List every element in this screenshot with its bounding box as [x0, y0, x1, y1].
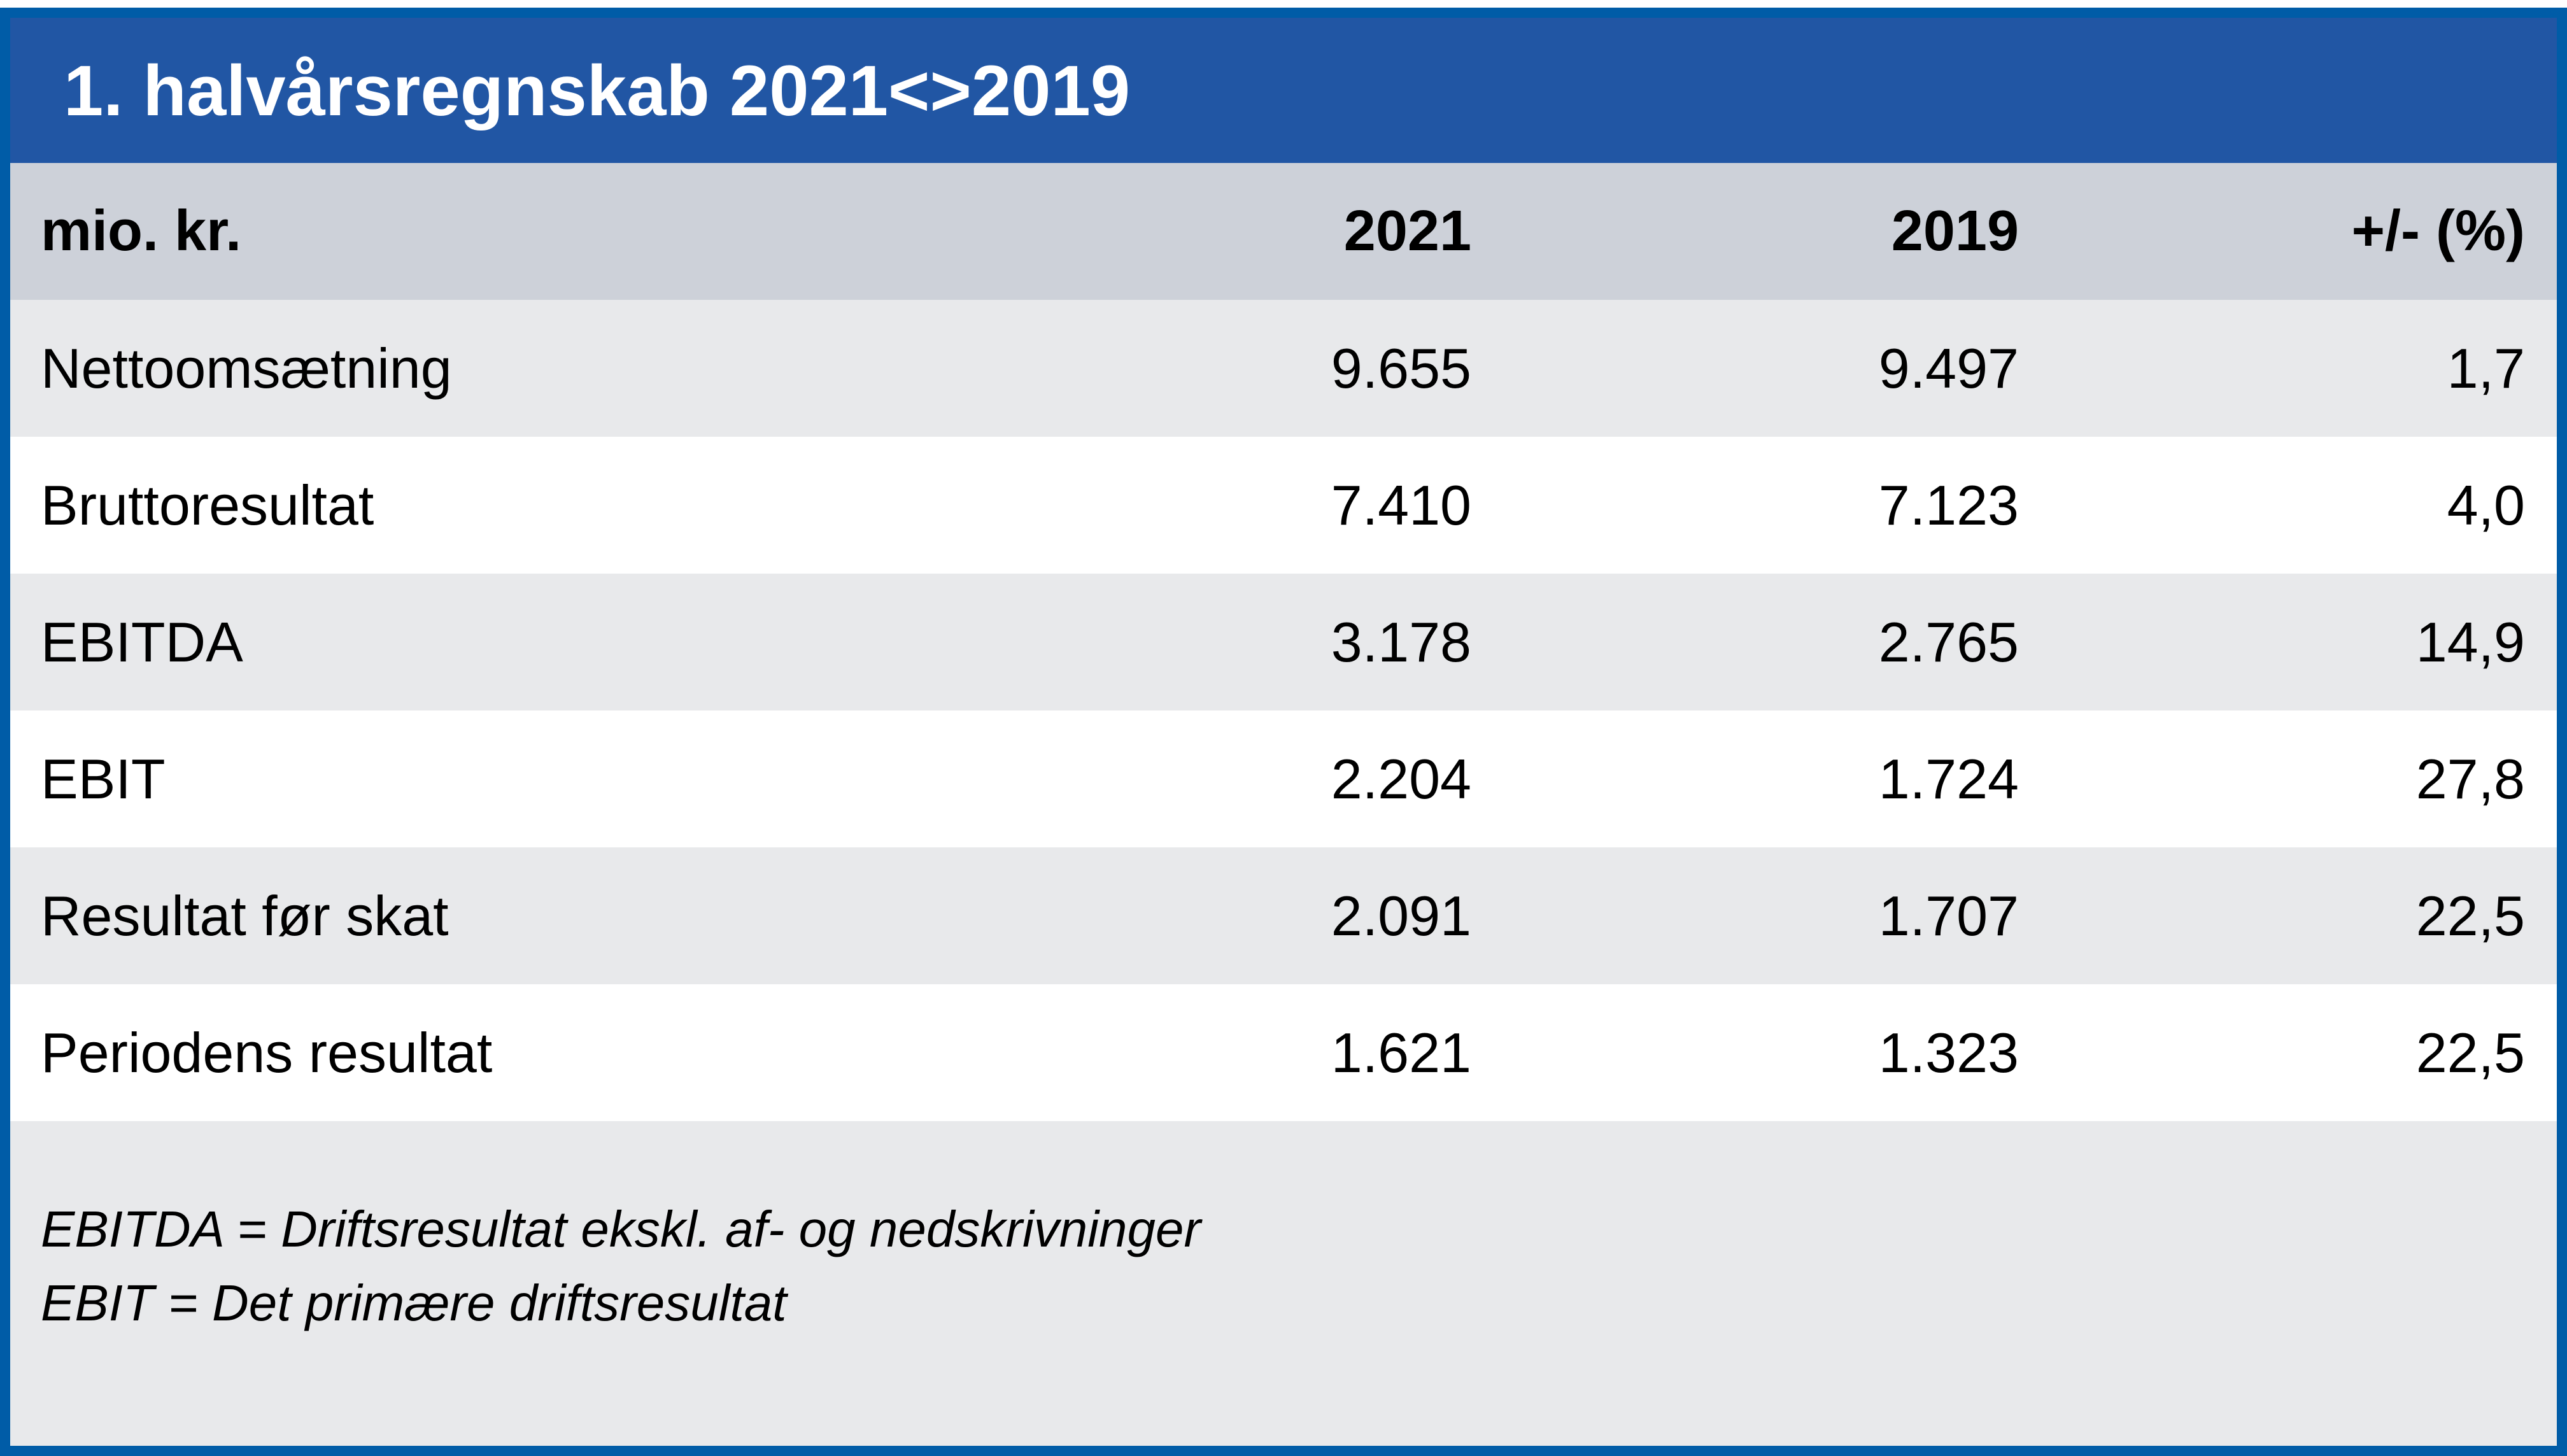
value-change-pct: 4,0: [2447, 473, 2525, 537]
row-label: Resultat før skat: [41, 884, 449, 947]
column-header-change-pct: +/- (%): [2351, 199, 2525, 263]
row-label: Periodens resultat: [41, 1021, 493, 1084]
table-row: EBIT 2.204 1.724 27,8: [10, 710, 2557, 847]
column-header-unit: mio. kr.: [41, 199, 242, 263]
value-2019: 9.497: [1878, 336, 2019, 400]
value-change-pct: 27,8: [2415, 747, 2525, 810]
table-row: EBITDA 3.178 2.765 14,9: [10, 574, 2557, 710]
value-2019: 1.724: [1878, 747, 2019, 810]
table-row: Periodens resultat 1.621 1.323 22,5: [10, 984, 2557, 1121]
table-row: Bruttoresultat 7.410 7.123 4,0: [10, 437, 2557, 574]
value-change-pct: 14,9: [2415, 610, 2525, 674]
row-label: EBITDA: [41, 610, 243, 674]
value-2021: 2.204: [1331, 747, 1471, 810]
row-label: EBIT: [41, 747, 166, 810]
page-title: 1. halvårsregnskab 2021<>2019: [64, 50, 1131, 131]
value-change-pct: 1,7: [2447, 336, 2525, 400]
row-label: Nettoomsætning: [41, 336, 452, 400]
value-2021: 2.091: [1331, 884, 1471, 947]
value-change-pct: 22,5: [2415, 1021, 2525, 1084]
footnote-ebitda: EBITDA = Driftsresultat ekskl. af- og ne…: [41, 1201, 1201, 1257]
value-2021: 1.621: [1331, 1021, 1471, 1084]
value-2019: 7.123: [1878, 473, 2019, 537]
footnotes-section: EBITDA = Driftsresultat ekskl. af- og ne…: [10, 1121, 2557, 1446]
value-2021: 7.410: [1331, 473, 1471, 537]
value-2021: 9.655: [1331, 336, 1471, 400]
table-row: Resultat før skat 2.091 1.707 22,5: [10, 847, 2557, 984]
title-banner: 1. halvårsregnskab 2021<>2019: [10, 18, 2557, 163]
row-label: Bruttoresultat: [41, 473, 374, 537]
value-2021: 3.178: [1331, 610, 1471, 674]
value-change-pct: 22,5: [2415, 884, 2525, 947]
card-frame: 1. halvårsregnskab 2021<>2019 mio. kr. 2…: [0, 8, 2567, 1456]
footnote-ebit: EBIT = Det primære driftsresultat: [41, 1275, 787, 1331]
table-header-row: mio. kr. 2021 2019 +/- (%): [10, 163, 2557, 300]
value-2019: 1.323: [1878, 1021, 2019, 1084]
table-row: Nettoomsætning 9.655 9.497 1,7: [10, 300, 2557, 437]
column-header-2021: 2021: [1343, 199, 1471, 263]
value-2019: 1.707: [1878, 884, 2019, 947]
column-header-2019: 2019: [1891, 199, 2019, 263]
value-2019: 2.765: [1878, 610, 2019, 674]
